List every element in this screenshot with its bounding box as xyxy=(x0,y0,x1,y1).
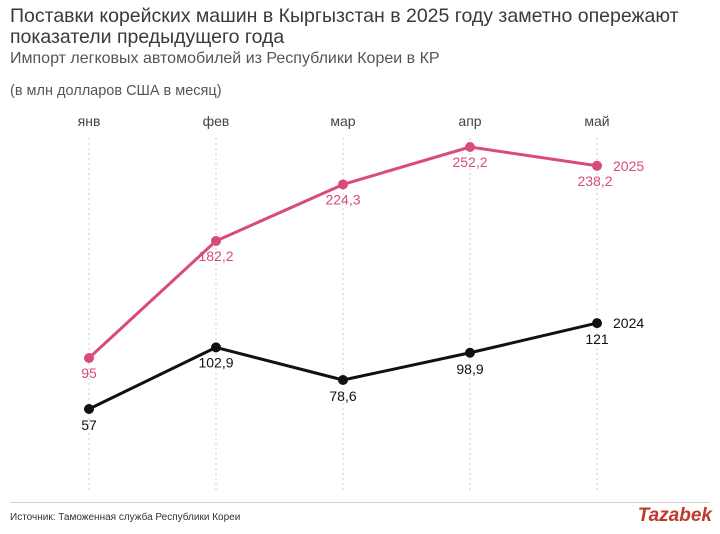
data-point xyxy=(84,352,94,363)
data-label: 182,2 xyxy=(198,248,233,264)
data-point xyxy=(211,235,221,246)
data-point xyxy=(338,375,348,386)
chart-subtitle: Импорт легковых автомобилей из Республик… xyxy=(10,50,440,67)
data-point xyxy=(211,342,221,353)
data-label: 224,3 xyxy=(325,191,360,207)
x-tick-label: янв xyxy=(78,113,101,129)
data-label: 57 xyxy=(81,417,97,433)
x-tick-label: фев xyxy=(203,113,230,129)
data-label: 121 xyxy=(585,331,609,347)
data-point xyxy=(592,160,602,171)
source-note: Источник: Таможенная служба Республики К… xyxy=(10,512,241,523)
x-tick-label: мар xyxy=(330,113,355,129)
units-label: (в млн долларов США в месяц) xyxy=(10,83,222,99)
data-point xyxy=(465,347,475,358)
data-label: 98,9 xyxy=(456,361,483,377)
data-label: 102,9 xyxy=(198,354,233,370)
line-chart: янв фев мар апр май95182,2224,3252,2238,2202… xyxy=(78,113,644,492)
data-label: 252,2 xyxy=(452,154,487,170)
data-point xyxy=(465,142,475,152)
data-point xyxy=(338,179,348,190)
data-point xyxy=(592,318,602,329)
data-label: 95 xyxy=(81,365,97,381)
data-label: 78,6 xyxy=(329,388,356,404)
series-name-label: 2024 xyxy=(613,315,644,331)
x-tick-label: май xyxy=(584,113,609,129)
data-label: 238,2 xyxy=(577,173,612,189)
data-point xyxy=(84,404,94,414)
brand-logo: Tazabek xyxy=(637,505,712,526)
series-name-label: 2025 xyxy=(613,158,644,174)
chart-title: Поставки корейских машин в Кыргызстан в … xyxy=(10,5,679,48)
x-tick-label: апр xyxy=(458,113,481,129)
footer-divider xyxy=(10,502,710,503)
